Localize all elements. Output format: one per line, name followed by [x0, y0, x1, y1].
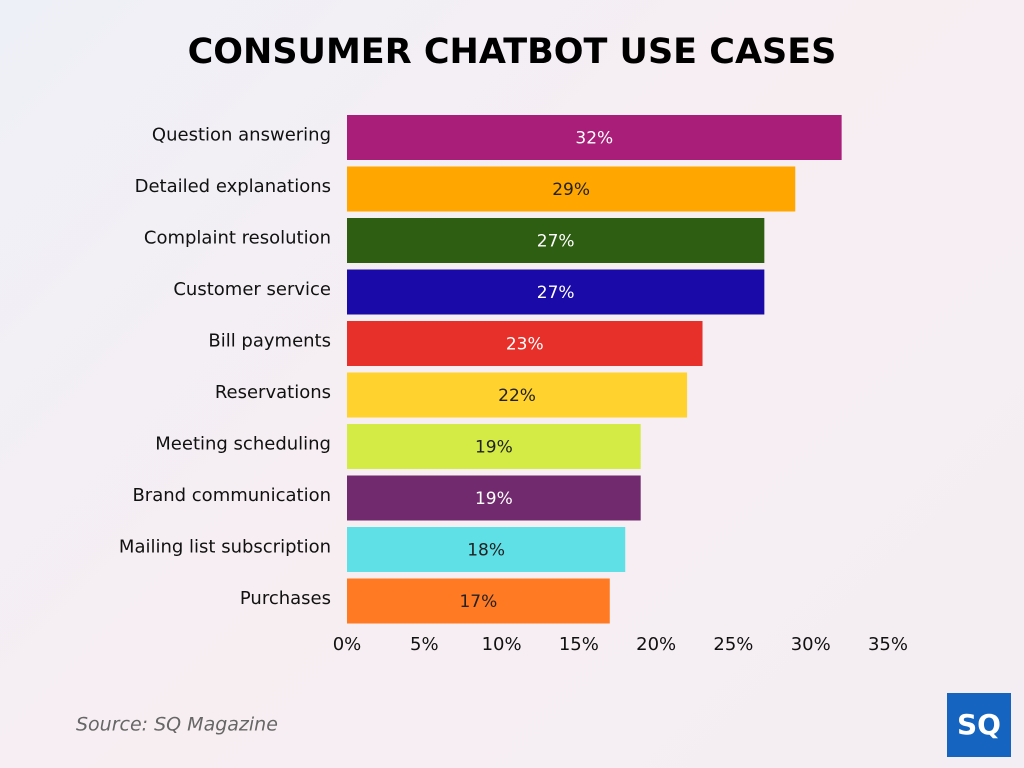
- bar: [347, 372, 688, 418]
- y-tick-label: Question answering: [152, 125, 331, 146]
- y-tick-label: Complaint resolution: [144, 228, 331, 249]
- value-label: 19%: [475, 438, 513, 458]
- value-label: 17%: [459, 592, 497, 612]
- bar: [347, 115, 842, 160]
- value-label: 27%: [537, 232, 575, 252]
- x-tick-label: 5%: [410, 634, 439, 655]
- value-label: 18%: [467, 541, 505, 561]
- bar: [347, 166, 796, 212]
- chart-title: CONSUMER CHATBOT USE CASES: [188, 32, 837, 72]
- x-tick-label: 35%: [868, 634, 908, 655]
- source: Source: SQ Magazine: [76, 714, 278, 736]
- y-tick-label: Reservations: [215, 382, 331, 403]
- bar: [347, 578, 610, 624]
- x-tick-label: 10%: [482, 634, 522, 655]
- x-tick-label: 30%: [791, 634, 831, 655]
- y-tick-label: Meeting scheduling: [155, 434, 331, 455]
- value-label: 32%: [575, 129, 613, 149]
- x-tick-label: 15%: [559, 634, 599, 655]
- y-tick-label: Purchases: [240, 588, 331, 609]
- bar: [347, 218, 765, 263]
- value-label: 23%: [506, 335, 544, 355]
- value-label: 27%: [537, 283, 575, 303]
- y-tick-label: Detailed explanations: [135, 176, 331, 197]
- x-tick-label: 0%: [333, 634, 362, 655]
- y-tick-label: Mailing list subscription: [119, 537, 331, 558]
- x-tick-label: 25%: [713, 634, 753, 655]
- x-tick-label: 20%: [636, 634, 676, 655]
- bar: [347, 321, 703, 366]
- value-label: 19%: [475, 489, 513, 509]
- y-tick-label: Brand communication: [132, 485, 331, 506]
- value-label: 22%: [498, 386, 536, 406]
- bar: [347, 424, 641, 469]
- bar: [347, 527, 626, 572]
- bar: [347, 475, 641, 521]
- logo: SQ: [957, 708, 1001, 741]
- bar: [347, 269, 765, 315]
- logo-box: [947, 693, 1011, 757]
- value-label: 29%: [552, 180, 590, 200]
- y-tick-label: Customer service: [173, 279, 331, 300]
- y-tick-label: Bill payments: [208, 331, 331, 352]
